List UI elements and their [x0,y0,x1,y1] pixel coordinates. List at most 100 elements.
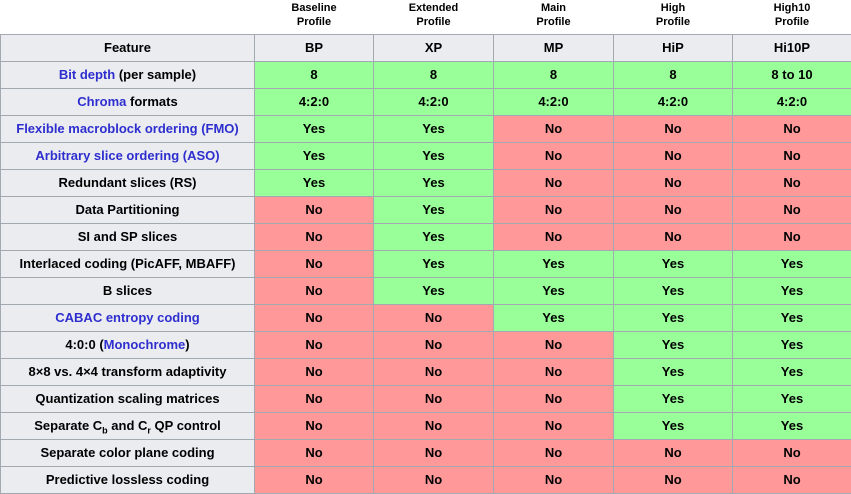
feature-cell: Predictive lossless coding [1,466,255,493]
value-cell-bp: No [255,331,374,358]
value-cell-hi10p: Yes [733,358,851,385]
value-cell-mp: No [494,358,614,385]
value-cell-xp: Yes [374,115,494,142]
profile-group-high: High Profile [614,0,733,34]
value-cell-hip: Yes [614,250,733,277]
feature-label-text: and C [108,418,148,433]
value-cell-bp: Yes [255,142,374,169]
value-cell-hi10p: Yes [733,385,851,412]
profile-group-main: Main Profile [494,0,614,34]
value-cell-xp: 4:2:0 [374,88,494,115]
feature-link[interactable]: Chroma [77,94,126,109]
value-cell-mp: No [494,142,614,169]
value-cell-hip: No [614,466,733,493]
feature-cell: Interlaced coding (PicAFF, MBAFF) [1,250,255,277]
feature-cell: CABAC entropy coding [1,304,255,331]
value-cell-xp: No [374,385,494,412]
feature-label-text: Redundant slices (RS) [59,175,197,190]
value-cell-hip: Yes [614,358,733,385]
column-header-bp: BP [255,34,374,61]
value-cell-mp: Yes [494,304,614,331]
value-cell-hi10p: No [733,223,851,250]
value-cell-bp: No [255,250,374,277]
value-cell-mp: No [494,115,614,142]
feature-cell: B slices [1,277,255,304]
value-cell-mp: No [494,439,614,466]
feature-label-text: B slices [103,283,152,298]
value-cell-bp: No [255,412,374,439]
value-cell-xp: Yes [374,223,494,250]
feature-cell: SI and SP slices [1,223,255,250]
feature-cell: Chroma formats [1,88,255,115]
feature-cell: Separate color plane coding [1,439,255,466]
value-cell-hi10p: 8 to 10 [733,61,851,88]
value-cell-xp: No [374,304,494,331]
profile-group-row: Baseline Profile Extended Profile Main P… [1,0,851,34]
value-cell-mp: No [494,223,614,250]
feature-label-text: SI and SP slices [78,229,177,244]
feature-link[interactable]: Monochrome [104,337,186,352]
profile-group-spacer [1,0,255,34]
value-cell-mp: No [494,385,614,412]
value-cell-hip: Yes [614,304,733,331]
value-cell-xp: Yes [374,142,494,169]
value-cell-bp: Yes [255,169,374,196]
value-cell-hi10p: Yes [733,331,851,358]
feature-label-text: Interlaced coding (PicAFF, MBAFF) [20,256,236,271]
value-cell-hip: No [614,196,733,223]
feature-label-text: Data Partitioning [75,202,179,217]
feature-label-text: Quantization scaling matrices [35,391,219,406]
value-cell-hip: Yes [614,277,733,304]
feature-label-text: Separate color plane coding [40,445,214,460]
value-cell-mp: No [494,412,614,439]
value-cell-xp: 8 [374,61,494,88]
value-cell-hi10p: Yes [733,277,851,304]
feature-label-text: 8×8 vs. 4×4 transform adaptivity [29,364,227,379]
feature-link[interactable]: Arbitrary slice ordering (ASO) [35,148,219,163]
column-header-hi10p: Hi10P [733,34,851,61]
value-cell-xp: No [374,331,494,358]
value-cell-xp: Yes [374,250,494,277]
feature-label-text: 4:0:0 ( [65,337,103,352]
feature-cell: Bit depth (per sample) [1,61,255,88]
feature-cell: 4:0:0 (Monochrome) [1,331,255,358]
value-cell-hip: Yes [614,385,733,412]
feature-cell: Quantization scaling matrices [1,385,255,412]
value-cell-xp: Yes [374,169,494,196]
feature-link[interactable]: Bit depth [59,67,115,82]
feature-link[interactable]: CABAC entropy coding [55,310,199,325]
value-cell-bp: No [255,385,374,412]
value-cell-xp: No [374,358,494,385]
value-cell-bp: No [255,439,374,466]
feature-label-text: (per sample) [115,67,196,82]
value-cell-bp: No [255,223,374,250]
value-cell-xp: No [374,439,494,466]
value-cell-mp: No [494,169,614,196]
value-cell-xp: Yes [374,277,494,304]
value-cell-mp: No [494,331,614,358]
value-cell-bp: 4:2:0 [255,88,374,115]
value-cell-hi10p: Yes [733,412,851,439]
feature-label-text: Separate C [34,418,102,433]
value-cell-hip: 4:2:0 [614,88,733,115]
value-cell-hi10p: No [733,466,851,493]
value-cell-xp: Yes [374,196,494,223]
value-cell-mp: Yes [494,250,614,277]
profile-group-baseline: Baseline Profile [255,0,374,34]
value-cell-bp: No [255,196,374,223]
feature-link[interactable]: Flexible macroblock ordering (FMO) [16,121,238,136]
feature-column-header: Feature [1,34,255,61]
column-header-row: Feature BP XP MP HiP Hi10P [1,34,851,61]
